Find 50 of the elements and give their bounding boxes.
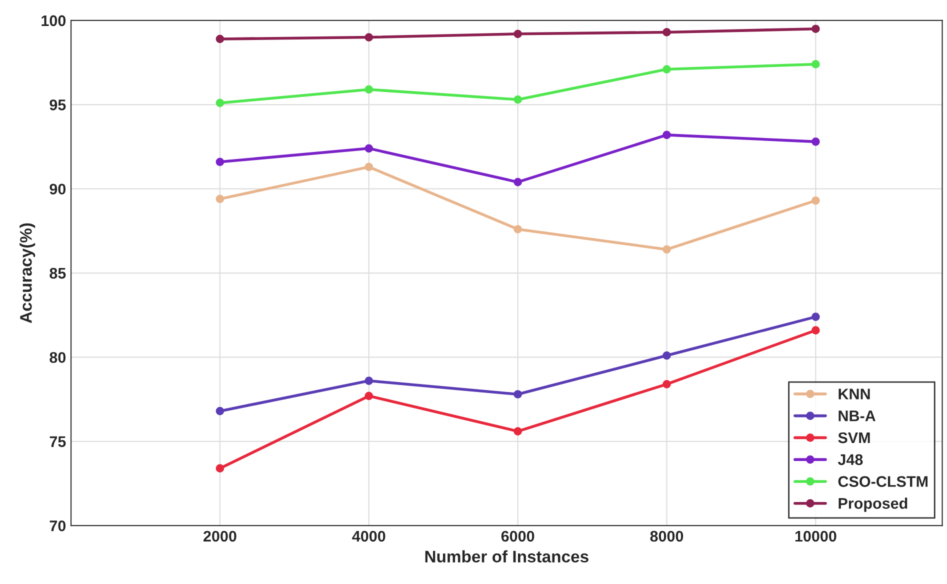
legend-label: NB-A (838, 410, 876, 422)
x-tick-label: 8000 (650, 530, 684, 542)
y-axis-title: Accuracy(%) (20, 223, 36, 324)
point (514, 30, 522, 38)
x-tick-label: 10000 (795, 530, 836, 542)
point (514, 95, 522, 104)
legend-label: KNN (838, 388, 870, 400)
point (662, 351, 671, 360)
point (812, 326, 820, 334)
point (662, 130, 671, 140)
point (812, 138, 820, 146)
y-tick-label: 95 (50, 100, 66, 110)
x-axis-title: Number of Instances (425, 550, 588, 562)
legend-label: Proposed (838, 498, 908, 512)
point (216, 98, 224, 108)
point (364, 33, 374, 42)
point (812, 24, 820, 34)
y-tick-label: 90 (50, 184, 66, 195)
point (514, 427, 522, 436)
point (662, 65, 671, 74)
point (514, 390, 522, 398)
point (364, 376, 374, 385)
point (216, 406, 224, 416)
y-tick-label: 70 (50, 520, 66, 532)
legend-label: CSO-CLSTM (838, 476, 928, 487)
point (364, 162, 374, 172)
point (364, 85, 374, 94)
y-tick-label: 75 (50, 436, 66, 448)
point (662, 28, 671, 36)
y-tick-label: 85 (50, 268, 66, 279)
x-tick-label: 4000 (352, 530, 386, 542)
legend-label: J48 (838, 454, 863, 466)
point (812, 196, 820, 205)
x-tick-label: 2000 (203, 530, 236, 542)
y-tick-label: 100 (42, 15, 66, 26)
point (514, 225, 522, 234)
point (364, 144, 374, 153)
y-tick-label: 80 (50, 352, 66, 363)
point (662, 380, 671, 388)
point (216, 34, 224, 44)
point (216, 194, 224, 204)
point (812, 312, 820, 321)
point (364, 392, 374, 400)
legend-label: SVM (838, 432, 870, 444)
point (216, 158, 224, 166)
point (812, 60, 820, 68)
point (216, 464, 224, 473)
x-tick-label: 6000 (501, 530, 534, 542)
point (514, 178, 522, 186)
point (662, 245, 671, 254)
